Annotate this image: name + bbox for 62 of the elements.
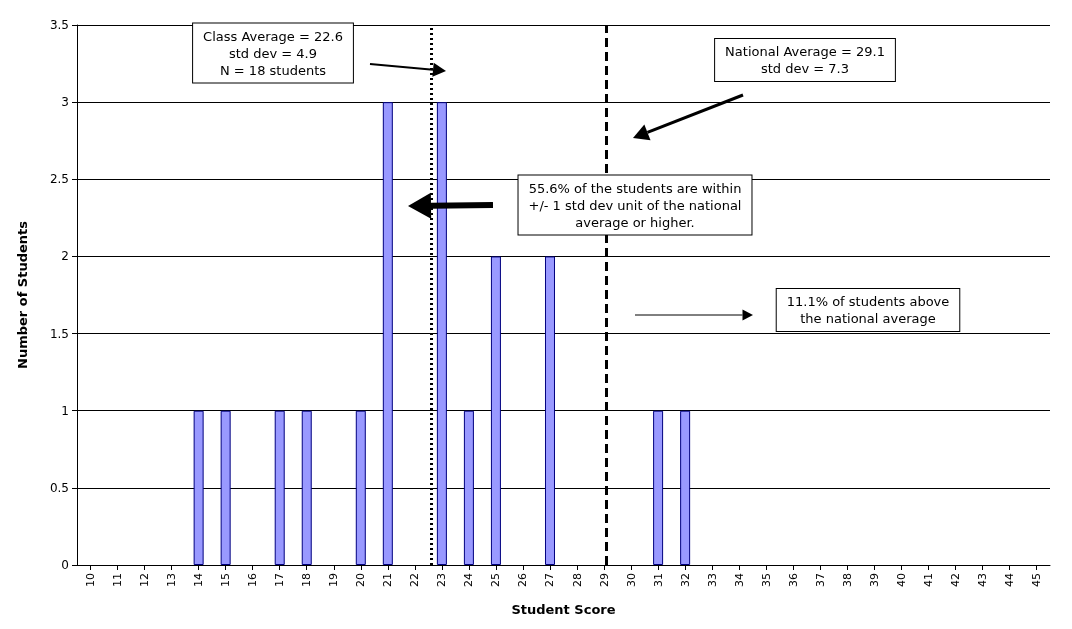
annotation: 11.1% of students above the national average (786, 294, 950, 326)
y-tick-label: 1 (61, 403, 69, 418)
x-tick-label: 27 (543, 573, 557, 587)
x-tick-label: 23 (435, 573, 449, 587)
x-tick-label: 40 (894, 573, 908, 587)
x-tick-label: 13 (165, 573, 179, 587)
bar (220, 410, 231, 565)
bar (301, 410, 312, 565)
y-tick-label: 2.5 (49, 172, 69, 187)
x-tick-label: 29 (597, 573, 611, 587)
x-tick-label: 19 (327, 573, 341, 587)
x-tick-label: 31 (651, 573, 665, 587)
bar (463, 410, 474, 565)
x-tick-label: 44 (1002, 573, 1016, 587)
bar (544, 256, 555, 565)
bar (436, 102, 447, 565)
x-tick-label: 38 (840, 573, 854, 587)
annotation: National Average = 29.1 std dev = 7.3 (725, 44, 885, 76)
x-tick-label: 24 (462, 573, 476, 587)
x-tick-label: 37 (813, 573, 827, 587)
x-tick-label: 25 (489, 573, 503, 587)
y-tick-label: 0.5 (49, 480, 69, 495)
x-tick-label: 43 (975, 573, 989, 587)
annotation: Class Average = 22.6 std dev = 4.9 N = 18 students (203, 28, 343, 78)
x-tick-label: 33 (705, 573, 719, 587)
x-tick-label: 10 (84, 573, 98, 587)
x-tick-label: 11 (111, 573, 125, 587)
bar (382, 102, 393, 565)
x-tick-label: 26 (516, 573, 530, 587)
y-tick-label: 0 (61, 558, 69, 572)
y-tick-label: 1.5 (49, 326, 69, 341)
x-tick-label: 28 (570, 573, 584, 587)
bar (653, 410, 664, 565)
x-tick-label: 34 (732, 573, 746, 587)
x-tick-label: 21 (381, 573, 395, 587)
x-tick-label: 20 (354, 573, 368, 587)
x-tick-label: 39 (867, 573, 881, 587)
bar (680, 410, 691, 565)
x-tick-label: 45 (1029, 573, 1043, 587)
y-tick-label: 3.5 (49, 18, 69, 32)
bar (355, 410, 366, 565)
bar (274, 410, 285, 565)
bar (490, 256, 501, 565)
x-tick-label: 18 (300, 573, 314, 587)
x-tick-label: 12 (138, 573, 152, 587)
y-tick-label: 3 (61, 95, 69, 110)
bar (193, 410, 204, 565)
x-tick-label: 17 (273, 573, 287, 587)
y-axis-title: Number of Students (15, 220, 30, 370)
x-tick-label: 36 (786, 573, 800, 587)
x-tick-label: 15 (219, 573, 233, 587)
x-tick-label: 22 (408, 573, 422, 587)
x-tick-label: 42 (948, 573, 962, 587)
y-tick-label: 2 (61, 249, 69, 264)
x-tick-label: 30 (624, 573, 638, 587)
x-tick-label: 16 (246, 573, 260, 587)
x-tick-label: 32 (678, 573, 692, 587)
annotation: 55.6% of the students are within +/- 1 std dev unit of the national average or higher. (528, 180, 742, 230)
x-tick-label: 14 (192, 573, 206, 587)
x-tick-label: 35 (759, 573, 773, 587)
x-axis-title: Student Score (511, 602, 616, 617)
x-tick-label: 41 (921, 573, 935, 587)
